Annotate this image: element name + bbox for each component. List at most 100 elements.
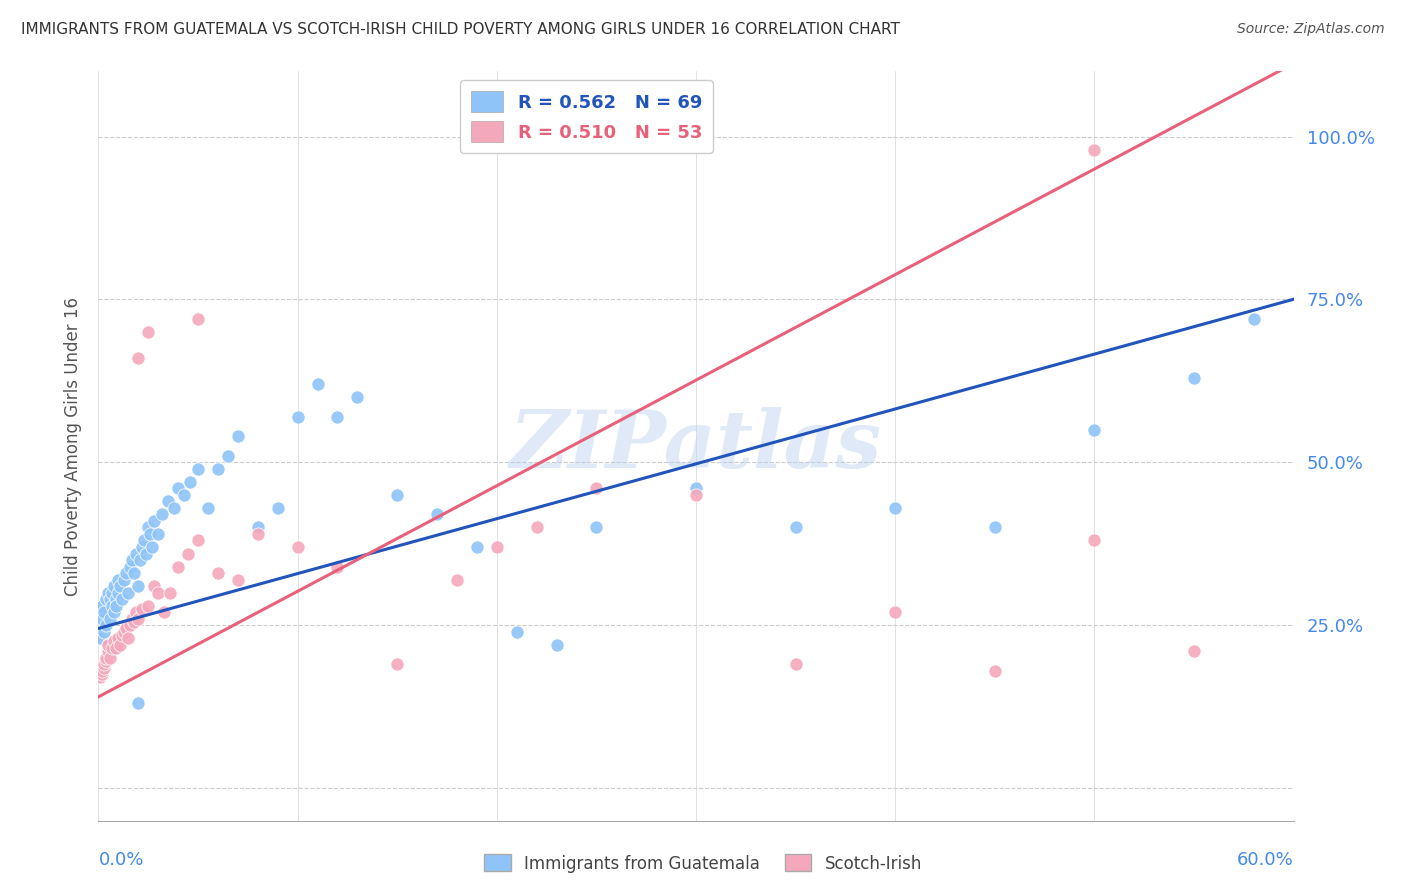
Point bbox=[506, 624, 529, 639]
Point bbox=[127, 579, 149, 593]
Point bbox=[984, 520, 1007, 534]
Point bbox=[167, 481, 190, 495]
Point bbox=[107, 573, 129, 587]
Legend: R = 0.562   N = 69, R = 0.510   N = 53: R = 0.562 N = 69, R = 0.510 N = 53 bbox=[460, 80, 713, 153]
Point bbox=[526, 520, 548, 534]
Point bbox=[884, 500, 907, 515]
Point bbox=[97, 638, 120, 652]
Point bbox=[103, 605, 125, 619]
Point bbox=[246, 527, 269, 541]
Point bbox=[96, 618, 118, 632]
Point bbox=[115, 622, 138, 636]
Point bbox=[226, 429, 249, 443]
Point bbox=[197, 500, 219, 515]
Point bbox=[97, 585, 120, 599]
Point bbox=[97, 644, 120, 658]
Point bbox=[89, 670, 111, 684]
Point bbox=[546, 638, 568, 652]
Point bbox=[163, 500, 186, 515]
Text: ZIPatlas: ZIPatlas bbox=[510, 408, 882, 484]
Point bbox=[101, 585, 124, 599]
Point bbox=[111, 628, 134, 642]
Point bbox=[785, 520, 807, 534]
Text: Source: ZipAtlas.com: Source: ZipAtlas.com bbox=[1237, 22, 1385, 37]
Point bbox=[98, 592, 122, 607]
Point bbox=[143, 514, 166, 528]
Point bbox=[105, 592, 128, 607]
Point bbox=[129, 553, 152, 567]
Point bbox=[465, 540, 488, 554]
Point bbox=[127, 697, 149, 711]
Point bbox=[124, 566, 146, 580]
Point bbox=[1182, 370, 1205, 384]
Point bbox=[98, 650, 122, 665]
Point bbox=[267, 500, 290, 515]
Point bbox=[187, 533, 209, 548]
Point bbox=[207, 566, 229, 580]
Point bbox=[141, 540, 163, 554]
Point bbox=[139, 527, 162, 541]
Point bbox=[157, 494, 180, 508]
Point bbox=[112, 624, 135, 639]
Point bbox=[1083, 143, 1105, 157]
Point bbox=[107, 631, 129, 645]
Point bbox=[134, 533, 156, 548]
Point bbox=[287, 540, 309, 554]
Point bbox=[1182, 644, 1205, 658]
Point bbox=[326, 559, 349, 574]
Point bbox=[135, 547, 157, 561]
Point bbox=[111, 592, 134, 607]
Point bbox=[105, 599, 128, 613]
Point bbox=[91, 664, 114, 678]
Point bbox=[167, 559, 190, 574]
Point bbox=[984, 664, 1007, 678]
Point bbox=[121, 612, 143, 626]
Point bbox=[105, 640, 128, 655]
Point bbox=[110, 579, 132, 593]
Point bbox=[246, 520, 269, 534]
Point bbox=[127, 351, 149, 365]
Point bbox=[173, 488, 195, 502]
Point bbox=[131, 602, 153, 616]
Point bbox=[287, 409, 309, 424]
Point bbox=[685, 488, 707, 502]
Text: IMMIGRANTS FROM GUATEMALA VS SCOTCH-IRISH CHILD POVERTY AMONG GIRLS UNDER 16 COR: IMMIGRANTS FROM GUATEMALA VS SCOTCH-IRIS… bbox=[21, 22, 900, 37]
Point bbox=[125, 605, 148, 619]
Point bbox=[107, 585, 129, 599]
Legend: Immigrants from Guatemala, Scotch-Irish: Immigrants from Guatemala, Scotch-Irish bbox=[477, 847, 929, 880]
Point bbox=[446, 573, 468, 587]
Point bbox=[326, 409, 349, 424]
Point bbox=[148, 585, 170, 599]
Point bbox=[91, 667, 114, 681]
Point bbox=[93, 624, 115, 639]
Point bbox=[131, 540, 153, 554]
Point bbox=[884, 605, 907, 619]
Point bbox=[187, 462, 209, 476]
Point bbox=[96, 592, 118, 607]
Point bbox=[150, 508, 173, 522]
Point bbox=[124, 615, 146, 629]
Point bbox=[685, 481, 707, 495]
Point bbox=[120, 559, 142, 574]
Point bbox=[585, 481, 607, 495]
Point bbox=[101, 640, 124, 655]
Point bbox=[121, 553, 143, 567]
Point bbox=[93, 660, 115, 674]
Point bbox=[91, 612, 114, 626]
Point bbox=[143, 579, 166, 593]
Point bbox=[785, 657, 807, 672]
Point bbox=[1083, 423, 1105, 437]
Point bbox=[125, 547, 148, 561]
Point bbox=[96, 654, 118, 668]
Point bbox=[346, 390, 368, 404]
Point bbox=[153, 605, 176, 619]
Text: 60.0%: 60.0% bbox=[1237, 851, 1294, 869]
Point bbox=[187, 312, 209, 326]
Point bbox=[585, 520, 607, 534]
Point bbox=[1243, 312, 1265, 326]
Point bbox=[207, 462, 229, 476]
Point bbox=[97, 638, 120, 652]
Point bbox=[110, 638, 132, 652]
Y-axis label: Child Poverty Among Girls Under 16: Child Poverty Among Girls Under 16 bbox=[63, 296, 82, 596]
Point bbox=[136, 520, 159, 534]
